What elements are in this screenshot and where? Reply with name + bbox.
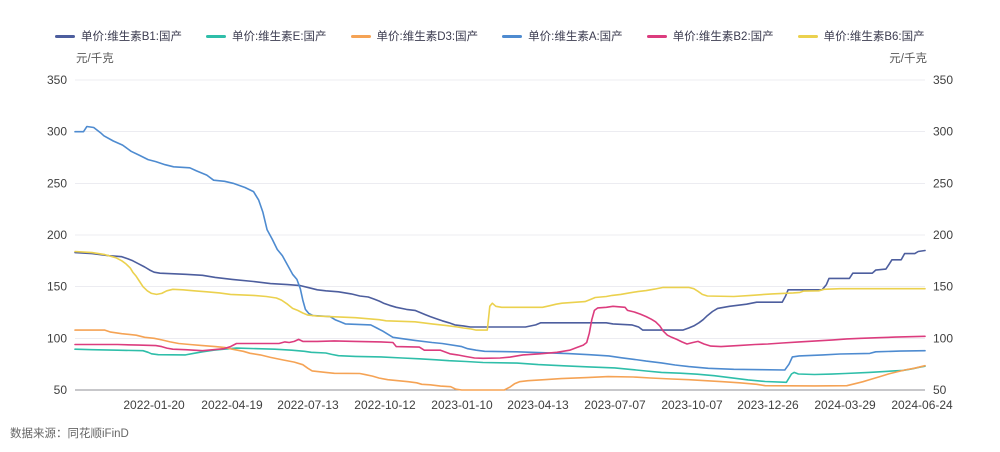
series-line-vitamin-b1 [74,249,926,331]
legend-item-vitamin-e[interactable]: 单价:维生素E:国产 [205,28,327,44]
y-tick-left-250: 250 [47,176,67,190]
y-tick-right-50: 50 [933,383,947,397]
legend-swatch-vitamin-b6 [797,34,818,38]
series-line-vitamin-b6 [74,250,926,331]
x-tick-2023-07-07: 2023-07-07 [584,398,646,412]
legend-label-vitamin-e: 单价:维生素E:国产 [231,31,327,43]
legend-item-vitamin-b6[interactable]: 单价:维生素B6:国产 [797,28,925,44]
x-tick-2022-01-20: 2022-01-20 [123,398,185,412]
legend-item-vitamin-b2[interactable]: 单价:维生素B2:国产 [646,28,774,44]
x-tick-2023-04-13: 2023-04-13 [507,398,569,412]
series-line-vitamin-e [74,347,926,384]
legend-item-vitamin-d3[interactable]: 单价:维生素D3:国产 [350,28,479,44]
x-tick-2022-07-13: 2022-07-13 [277,398,339,412]
x-tick-2024-03-29: 2024-03-29 [814,398,876,412]
legend-label-vitamin-a: 单价:维生素A:国产 [528,31,623,43]
legend-label-vitamin-b2: 单价:维生素B2:国产 [672,31,774,43]
legend-label-vitamin-b1: 单价:维生素B1:国产 [81,31,182,43]
data-source-label: 数据来源：同花顺iFinD [10,428,129,440]
legend-swatch-vitamin-b2 [646,34,667,38]
y-axis-unit-left: 元/千克 [76,53,114,65]
legend-swatch-vitamin-d3 [350,34,371,38]
y-tick-left-350: 350 [47,73,67,87]
series-line-vitamin-a [74,125,926,371]
legend-item-vitamin-a[interactable]: 单价:维生素A:国产 [502,28,623,44]
legend-label-vitamin-b6: 单价:维生素B6:国产 [823,31,925,43]
x-tick-2023-10-07: 2023-10-07 [661,398,723,412]
series-line-vitamin-b2 [74,305,926,360]
x-tick-2023-12-26: 2023-12-26 [737,398,799,412]
legend-label-vitamin-d3: 单价:维生素D3:国产 [376,31,479,43]
y-tick-right-150: 150 [933,280,953,294]
series-line-vitamin-d3 [74,329,926,391]
y-tick-left-200: 200 [47,228,67,242]
legend-swatch-vitamin-b1 [55,34,75,38]
legend-swatch-vitamin-a [502,34,523,38]
x-tick-2023-01-10: 2023-01-10 [431,398,493,412]
legend-swatch-vitamin-e [205,34,226,38]
chart-legend: 单价:维生素B1:国产 单价:维生素E:国产 单价:维生素D3:国产 单价:维生素A:… [55,28,990,44]
legend-item-vitamin-b1[interactable]: 单价:维生素B1:国产 [55,28,182,44]
y-tick-left-150: 150 [47,280,67,294]
y-tick-right-100: 100 [933,331,953,345]
y-axis-unit-right: 元/千克 [889,53,927,65]
x-tick-2022-10-12: 2022-10-12 [354,398,416,412]
y-tick-left-100: 100 [47,331,67,345]
y-tick-left-50: 50 [54,383,68,397]
y-tick-right-250: 250 [933,176,953,190]
x-tick-2024-06-24: 2024-06-24 [891,398,953,412]
y-tick-right-200: 200 [933,228,953,242]
y-tick-right-350: 350 [933,73,953,87]
y-tick-left-300: 300 [47,125,67,139]
y-tick-right-300: 300 [933,125,953,139]
x-tick-2022-04-19: 2022-04-19 [201,398,263,412]
